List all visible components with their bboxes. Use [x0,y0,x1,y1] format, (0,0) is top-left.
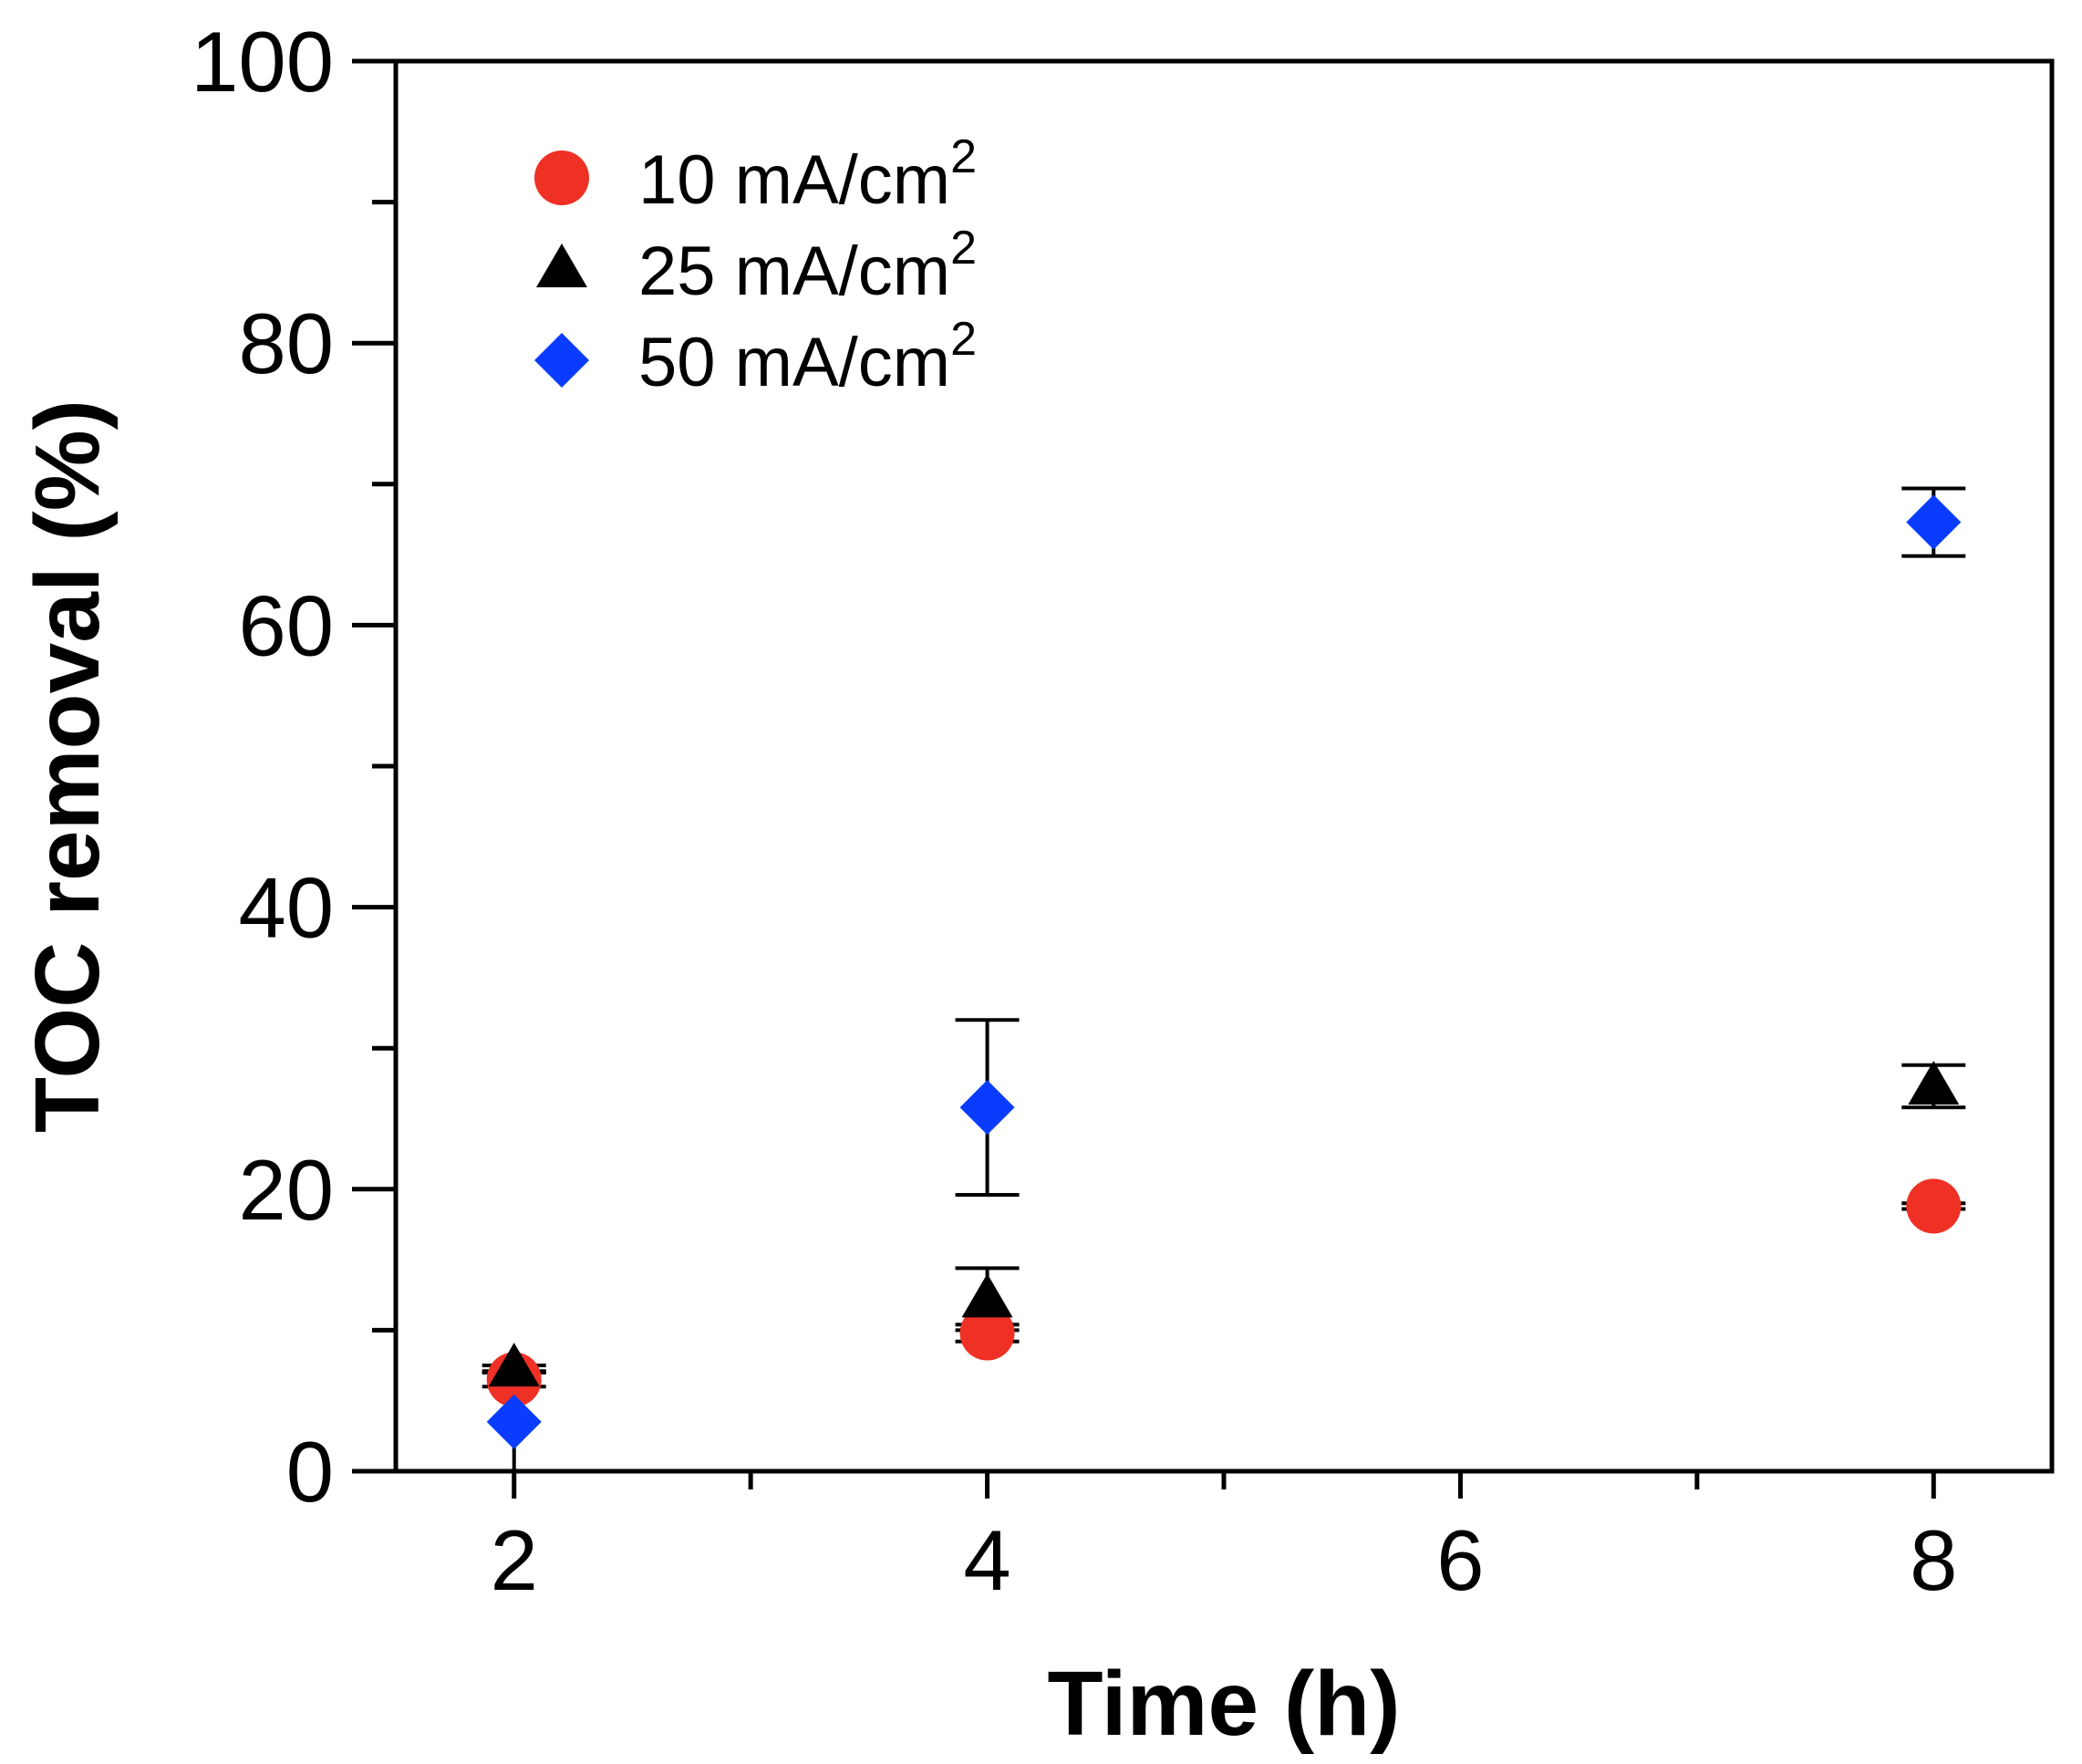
x-tick-label: 6 [1436,1512,1484,1608]
data-point-triangle [1908,1060,1960,1105]
data-point-circle [959,1305,1015,1361]
legend-marker-triangle [536,244,587,287]
data-point-diamond [959,1080,1015,1136]
y-tick-label: 40 [238,860,334,956]
y-tick-label: 60 [238,577,334,673]
y-tick-label: 0 [286,1424,334,1520]
y-tick-label: 20 [238,1142,334,1238]
data-point-diamond [1906,494,1962,550]
legend-label: 50 mA/cm2 [638,313,977,401]
legend-marker-diamond [534,333,589,388]
y-axis-label: TOC removal (%) [16,399,119,1133]
y-axis-ticks: 0 20 40 60 80 100 [191,14,396,1520]
x-tick-label: 8 [1910,1512,1957,1608]
x-axis-label: Time (h) [1047,1653,1400,1755]
legend-label: 10 mA/cm2 [638,130,977,219]
x-axis-ticks: 2 4 6 8 [491,1471,1957,1608]
y-tick-label: 100 [191,14,334,109]
x-tick-label: 4 [963,1512,1010,1608]
error-bars [482,486,1966,1471]
data-point-diamond [486,1394,542,1449]
legend-marker-circle [534,150,589,205]
x-tick-label: 2 [491,1512,538,1608]
data-markers [486,494,1962,1449]
y-tick-label: 80 [238,296,334,391]
legend-label: 25 mA/cm2 [638,222,977,310]
data-point-triangle [488,1343,540,1387]
data-point-circle [1906,1178,1962,1234]
data-point-triangle [961,1273,1013,1318]
